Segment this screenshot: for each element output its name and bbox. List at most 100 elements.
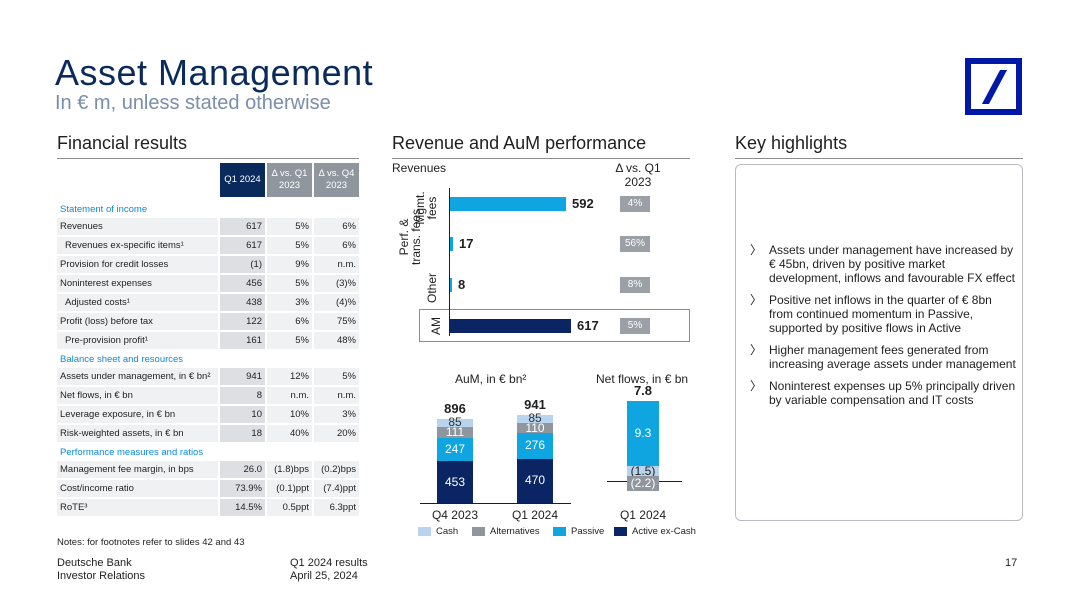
table-row: Risk-weighted assets, in € bn 18 40% 20% <box>57 425 359 442</box>
row-label: Pre-provision profit¹ <box>57 332 218 349</box>
table-row: Leverage exposure, in € bn 10 10% 3% <box>57 406 359 423</box>
highlights-list: 〉 Assets under management have increased … <box>750 243 1018 415</box>
highlight-item: 〉 Higher management fees generated from i… <box>750 343 1018 371</box>
revenue-aum-heading: Revenue and AuM performance <box>392 133 647 153</box>
row-label: Revenues <box>57 218 218 235</box>
cell-value: (0.2)bps <box>314 461 359 478</box>
table-header: Q1 2024 Δ vs. Q1 2023 Δ vs. Q4 2023 <box>57 163 359 197</box>
chevron-right-icon: 〉 <box>750 293 763 307</box>
legend-label: Active ex-Cash <box>632 526 696 537</box>
segment-value: 85 <box>448 415 462 430</box>
highlight-text: Higher management fees generated from in… <box>769 343 1016 371</box>
highlight-item: 〉 Positive net inflows in the quarter of … <box>750 293 1018 335</box>
cell-value: (4)% <box>314 294 359 311</box>
table-row: Revenues ex-specific items¹ 617 5% 6% <box>57 237 359 254</box>
table-row: Cost/income ratio 73.9% (0.1)ppt (7.4)ppt <box>57 480 359 497</box>
segment-value: 9.3 <box>634 425 652 440</box>
category-label: Other <box>425 272 439 303</box>
cell-value: 941 <box>220 368 265 385</box>
cell-value: 12% <box>267 368 312 385</box>
column-header: Q1 2024 <box>220 163 265 197</box>
table-section-title: Balance sheet and resources <box>60 354 184 365</box>
row-label: Revenues ex-specific items¹ <box>57 237 218 254</box>
delta-header: Δ vs. Q1 2023 <box>615 161 661 189</box>
table-row: Pre-provision profit¹ 161 5% 48% <box>57 332 359 349</box>
key-highlights-heading: Key highlights <box>735 133 848 153</box>
cell-value: 10 <box>220 406 265 423</box>
table-row: Management fee margin, in bps 26.0 (1.8)bp… <box>57 461 359 478</box>
cell-value: 26.0 <box>220 461 265 478</box>
table-row: Adjusted costs¹ 438 3% (4)% <box>57 294 359 311</box>
cell-value: (3)% <box>314 275 359 292</box>
category-label: Perf. & trans. fees <box>397 208 423 266</box>
delta-badge: 5% <box>620 318 650 334</box>
cell-value: 5% <box>314 368 359 385</box>
revenue-bar <box>450 319 571 333</box>
footer-company: Deutsche Bank Investor Relations <box>57 557 145 583</box>
aum-segment: 247 <box>437 437 473 461</box>
legend-label: Alternatives <box>490 526 540 537</box>
highlight-item: 〉 Noninterest expenses up 5% principally … <box>750 379 1018 407</box>
highlights-box <box>735 164 1023 521</box>
table-row: Profit (loss) before tax 122 6% 75% <box>57 313 359 330</box>
page-title: Asset Management <box>55 52 374 93</box>
cell-value: n.m. <box>267 387 312 404</box>
highlight-text: Noninterest expenses up 5% principally d… <box>769 379 1016 407</box>
cell-value: 14.5% <box>220 499 265 516</box>
cell-value: 48% <box>314 332 359 349</box>
flows-total: 7.8 <box>633 382 653 398</box>
legend-swatch <box>614 527 627 536</box>
aum-total: 941 <box>524 397 546 413</box>
cell-value: 122 <box>220 313 265 330</box>
flow-segment: 9.3 <box>627 400 659 466</box>
cell-value: 8 <box>220 387 265 404</box>
segment-value: 85 <box>528 411 542 426</box>
cell-value: 9% <box>267 256 312 273</box>
table-row: Revenues 617 5% 6% <box>57 218 359 235</box>
department: Investor Relations <box>57 570 146 582</box>
cell-value: 75% <box>314 313 359 330</box>
legend-item: Active ex-Cash <box>614 526 696 537</box>
legend-swatch <box>418 527 431 536</box>
chevron-right-icon: 〉 <box>750 379 763 393</box>
cell-value: 5% <box>267 218 312 235</box>
company-name: Deutsche Bank <box>57 557 132 569</box>
cell-value: 3% <box>314 406 359 423</box>
table-row: Net flows, in € bn 8 n.m. n.m. <box>57 387 359 404</box>
row-label: Noninterest expenses <box>57 275 218 292</box>
delta-badge: 8% <box>620 277 650 293</box>
deutsche-bank-logo <box>965 58 1022 115</box>
legend-label: Cash <box>436 526 459 537</box>
cell-value: 5% <box>267 332 312 349</box>
bar-value-label: 17 <box>459 236 474 251</box>
category-label: AM <box>429 317 443 335</box>
flow-segment: (1.5) <box>627 463 659 478</box>
chevron-right-icon: 〉 <box>750 343 763 357</box>
column-header: Δ vs. Q4 2023 <box>314 163 359 197</box>
footnote: Notes: for footnotes refer to slides 42 … <box>57 537 245 548</box>
aum-segment: 453 <box>437 460 473 503</box>
document-name: Q1 2024 results <box>290 557 368 569</box>
table-section-title: Statement of income <box>60 204 148 215</box>
legend-item: Passive <box>553 526 604 537</box>
revenue-bar <box>450 197 566 211</box>
cell-value: 20% <box>314 425 359 442</box>
legend-swatch <box>553 527 566 536</box>
bar-value-label: 617 <box>577 318 599 333</box>
cell-value: n.m. <box>314 256 359 273</box>
row-label: Adjusted costs¹ <box>57 294 218 311</box>
legend-item: Cash <box>418 526 458 537</box>
table-row: Noninterest expenses 456 5% (3)% <box>57 275 359 292</box>
segment-value: 453 <box>444 474 466 489</box>
row-label: Assets under management, in € bn² <box>57 368 218 385</box>
row-label: Management fee margin, in bps <box>57 461 218 478</box>
table-row: Assets under management, in € bn² 941 12% 5… <box>57 368 359 385</box>
document-date: April 25, 2024 <box>290 570 358 582</box>
x-axis-label: Q1 2024 <box>619 508 667 522</box>
segment-value: 276 <box>524 438 546 453</box>
segment-value: (1.5) <box>630 463 656 478</box>
cell-value: (1) <box>220 256 265 273</box>
flow-segment: (2.2) <box>627 476 659 492</box>
legend-label: Passive <box>571 526 605 537</box>
divider <box>57 158 359 159</box>
